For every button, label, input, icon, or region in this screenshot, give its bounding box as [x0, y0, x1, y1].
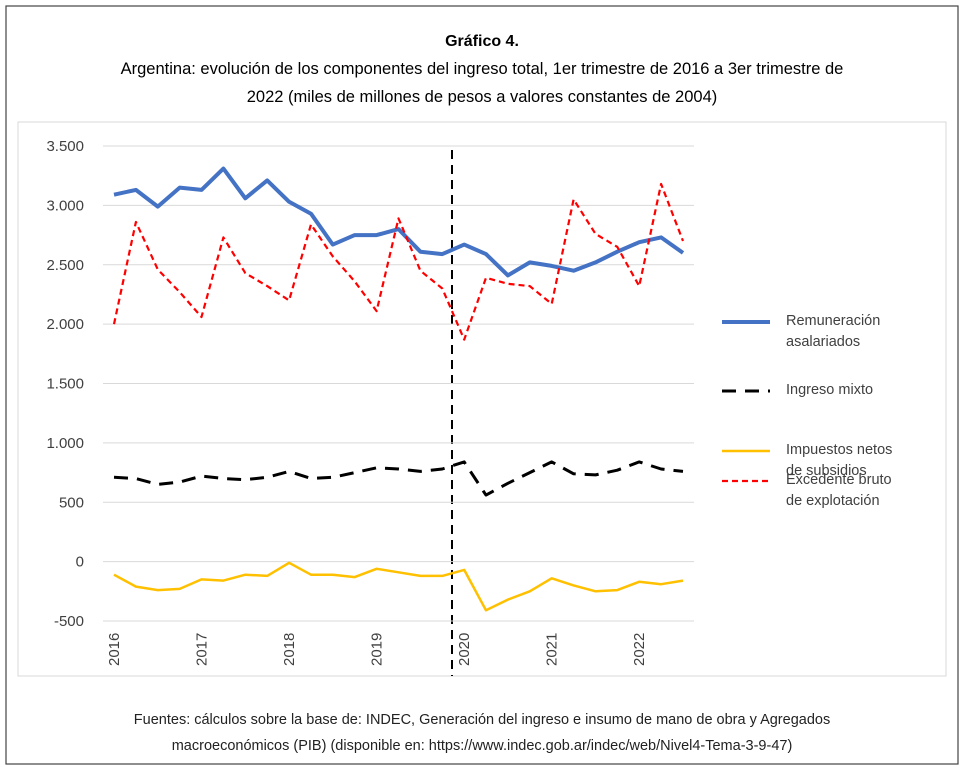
- x-tick-label: 2016: [106, 633, 123, 666]
- series-line: [113, 561, 684, 612]
- subtitle: 2022 (miles de millones de pesos a valor…: [247, 88, 718, 106]
- y-tick-label: 1.000: [46, 435, 84, 452]
- legend-label: Remuneración asalariados: [786, 313, 881, 350]
- y-tick-label: 500: [59, 494, 84, 511]
- chart-title: Gráfico 4.: [445, 33, 519, 50]
- frame: [5, 5, 959, 765]
- series-line: [113, 166, 685, 278]
- x-tick-label: 2020: [456, 633, 473, 666]
- source: macroeconómicos (PIB) (disponible en: ht…: [172, 738, 793, 754]
- x-tick-label: 2021: [544, 633, 561, 666]
- y-tick-label: 3.500: [46, 138, 84, 155]
- x-tick-label: 2018: [281, 633, 298, 666]
- y-tick-label: 3.000: [46, 197, 84, 214]
- x-tick-label: 2017: [194, 633, 211, 666]
- y-tick-label: 2.000: [46, 316, 84, 333]
- subtitle: Argentina: evolución de los componentes …: [121, 60, 844, 78]
- x-tick-label: 2019: [369, 633, 386, 666]
- y-tick-label: 1.500: [46, 376, 84, 393]
- x-tick-label: 2022: [631, 633, 648, 666]
- legend-label: Excedente bruto de explotación: [786, 472, 892, 509]
- y-tick-label: 2.500: [46, 257, 84, 274]
- legend-label: Ingreso mixto: [786, 382, 874, 398]
- plot-frame: [17, 121, 947, 677]
- y-tick-label: 0: [76, 554, 84, 571]
- series-line: [113, 460, 684, 497]
- legend-label: Impuestos netos de subsidios: [786, 442, 893, 479]
- y-tick-label: -500: [54, 613, 84, 630]
- series-line: [112, 182, 685, 341]
- source: Fuentes: cálculos sobre la base de: INDE…: [134, 712, 830, 728]
